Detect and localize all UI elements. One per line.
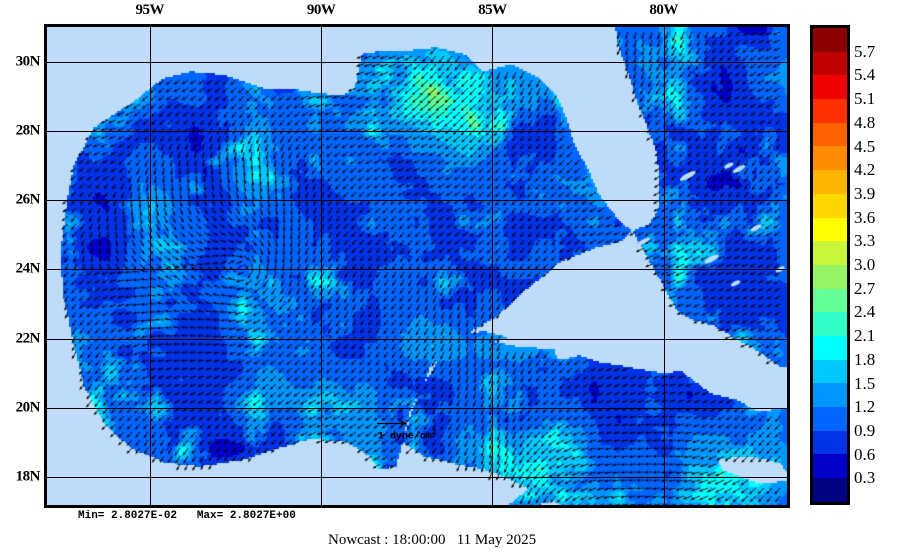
lon-tick-label: 95W	[135, 2, 165, 18]
lon-tick-label: 85W	[478, 2, 507, 18]
colorbar-band	[813, 407, 847, 431]
gridline-meridian	[492, 27, 493, 505]
lat-tick-label: 20N	[15, 399, 41, 416]
colorbar-tick: 3.6	[854, 207, 876, 227]
gridline-parallel	[47, 408, 787, 409]
lat-tick-label: 28N	[15, 122, 41, 139]
colorbar-tick: 3.0	[854, 255, 876, 274]
colorbar-band	[813, 122, 847, 147]
gridline-meridian	[150, 27, 151, 505]
colorbar-band	[813, 146, 847, 171]
colorbar-band	[813, 217, 847, 242]
colorbar-tick: 2.7	[854, 278, 876, 298]
colorbar-tick: 1.5	[854, 373, 876, 393]
wind-stress-field	[47, 27, 787, 505]
colorbar-band	[813, 241, 847, 265]
colorbar-band	[813, 454, 847, 479]
colorbar-band	[813, 264, 847, 289]
lat-tick-label: 24N	[15, 260, 41, 277]
colorbar-band	[813, 288, 847, 313]
colorbar-tick-labels: 5.7 5.4 5.1 4.8 4.5 4.2 3.9 3.6 3.3 3.0 2.7 2.4 2.1 1…	[854, 25, 909, 505]
colorbar-band	[813, 99, 847, 123]
colorbar-tick: 5.1	[854, 89, 876, 109]
colorbar-tick: 3.9	[854, 183, 876, 203]
colorbar-tick: 2.4	[854, 302, 876, 322]
colorbar-band	[813, 28, 847, 52]
colorbar-tick: 0.6	[854, 444, 876, 464]
gridline-parallel	[47, 62, 787, 63]
colorbar-band	[813, 478, 847, 502]
colorbar-tick: 4.2	[854, 160, 876, 180]
map-plot-area[interactable]: 1 dyne/cm2	[44, 24, 790, 508]
vector-scale-key: 1 dyne/cm2	[365, 415, 449, 449]
vector-scale-label: 1 dyne/cm2	[377, 429, 437, 443]
nowcast-timestamp: Nowcast : 18:00:00 11 May 2025	[328, 532, 537, 548]
colorbar	[810, 25, 850, 505]
lat-tick-label: 26N	[15, 191, 41, 208]
gridline-parallel	[47, 200, 787, 201]
colorbar-band	[813, 75, 847, 100]
colorbar-tick: 0.9	[854, 420, 876, 440]
colorbar-band	[813, 193, 847, 218]
colorbar-tick: 4.5	[854, 136, 876, 156]
gridline-parallel	[47, 477, 787, 478]
colorbar-band	[813, 383, 847, 407]
colorbar-band	[813, 335, 847, 360]
min-max-annotation: Min= 2.8027E-02 Max= 2.8027E+00	[78, 510, 296, 522]
gridline-meridian	[664, 27, 665, 505]
colorbar-tick: 1.2	[854, 397, 876, 417]
lon-tick-label: 80W	[649, 2, 678, 18]
colorbar-band	[813, 312, 847, 336]
colorbar-band	[813, 430, 847, 455]
lat-tick-label: 30N	[15, 53, 41, 70]
colorbar-tick: 3.3	[854, 231, 876, 251]
gridline-parallel	[47, 269, 787, 270]
colorbar-tick: 5.7	[854, 41, 876, 61]
lat-tick-label: 18N	[15, 468, 41, 485]
colorbar-tick: 5.4	[854, 65, 876, 85]
gridline-parallel	[47, 339, 787, 340]
lat-tick-label: 22N	[15, 330, 41, 347]
lon-tick-label: 90W	[306, 2, 336, 18]
gridline-parallel	[47, 131, 787, 132]
colorbar-band	[813, 170, 847, 194]
right-arrow-icon	[377, 420, 407, 427]
gridline-meridian	[321, 27, 322, 505]
colorbar-band	[813, 51, 847, 76]
colorbar-band	[813, 359, 847, 384]
colorbar-tick: 1.8	[854, 349, 876, 369]
colorbar-tick: 2.1	[854, 326, 876, 346]
colorbar-tick: 0.3	[854, 468, 876, 488]
colorbar-tick: 4.8	[854, 112, 876, 132]
